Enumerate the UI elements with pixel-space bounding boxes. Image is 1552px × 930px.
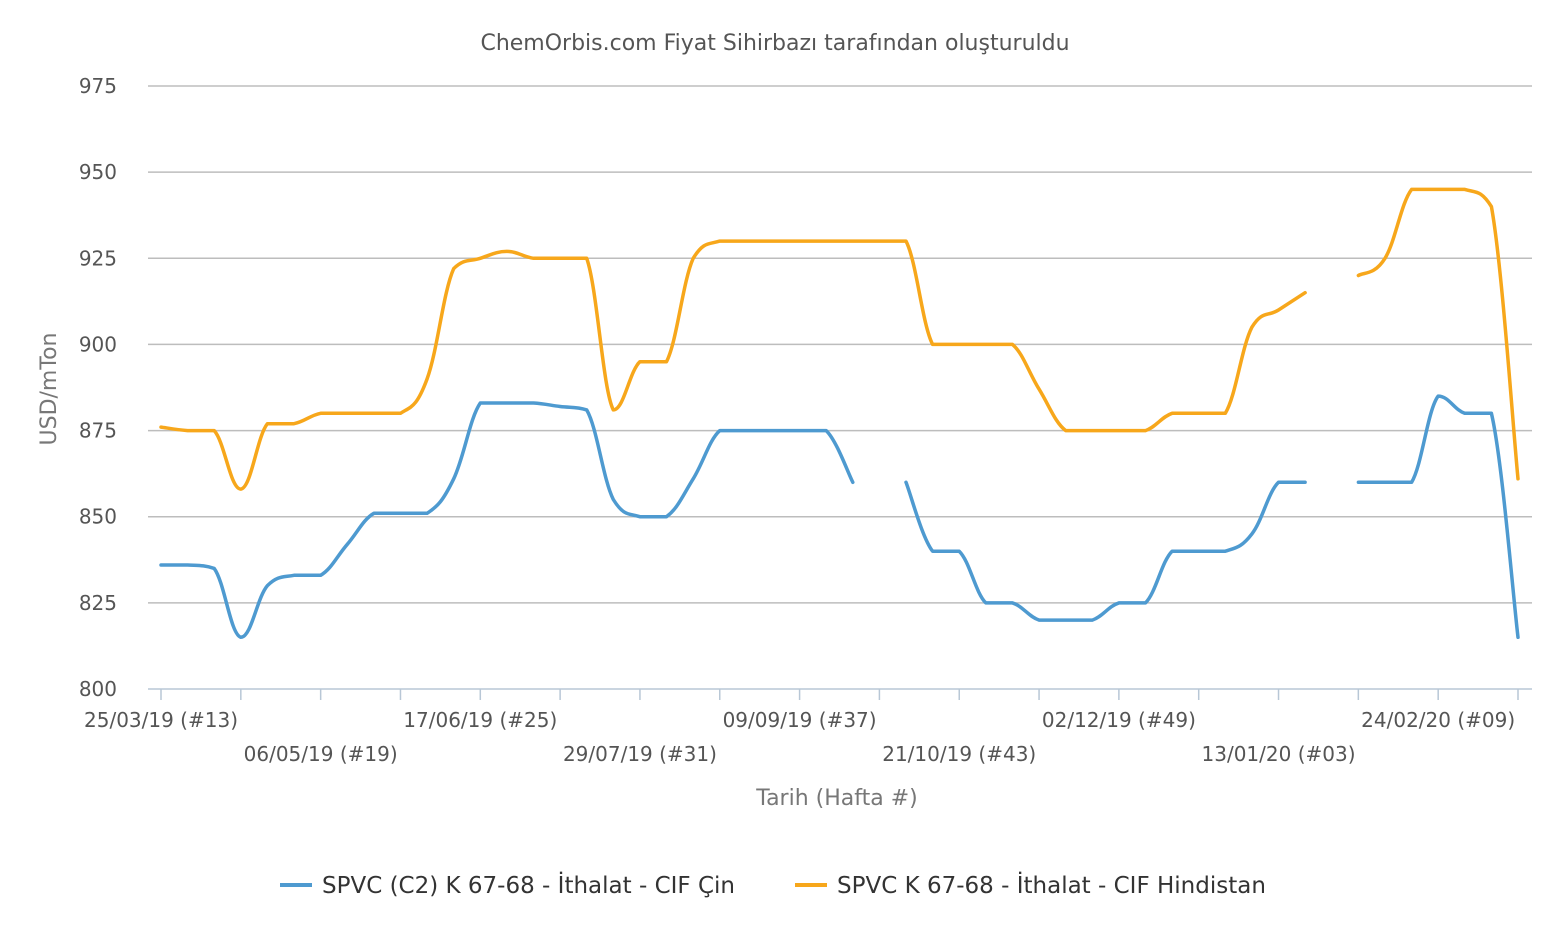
y-tick-label: 875 xyxy=(79,419,117,443)
y-tick-label: 975 xyxy=(79,74,117,98)
y-tick-label: 800 xyxy=(79,677,117,701)
y-tick-label: 950 xyxy=(79,160,117,184)
x-tick-label: 13/01/20 (#03) xyxy=(1202,742,1356,766)
y-tick-label: 925 xyxy=(79,246,117,270)
x-tick-label: 25/03/19 (#13) xyxy=(84,708,238,732)
x-tick-label: 29/07/19 (#31) xyxy=(563,742,717,766)
y-axis-label: USD/mTon xyxy=(37,333,62,446)
x-tick-label: 09/09/19 (#37) xyxy=(723,708,877,732)
x-tick-label: 17/06/19 (#25) xyxy=(403,708,557,732)
series-line-0-segment-2 xyxy=(1356,394,1520,640)
legend-label-china: SPVC (C2) K 67-68 - İthalat - CIF Çin xyxy=(322,871,735,899)
x-tick-label: 06/05/19 (#19) xyxy=(244,742,398,766)
series-line-1-segment-0 xyxy=(159,239,1307,491)
chart-title: ChemOrbis.com Fiyat Sihirbazı tarafından… xyxy=(480,31,1069,56)
x-axis-ticks: 25/03/19 (#13)06/05/19 (#19)17/06/19 (#2… xyxy=(84,689,1519,766)
legend-label-india: SPVC K 67-68 - İthalat - CIF Hindistan xyxy=(837,871,1266,899)
x-tick-label: 24/02/20 (#09) xyxy=(1361,708,1515,732)
y-tick-label: 850 xyxy=(79,505,117,529)
series-lines xyxy=(159,187,1520,640)
series-line-0-segment-1 xyxy=(904,480,1307,622)
y-tick-label: 900 xyxy=(79,332,117,356)
y-axis-ticks: 800 825 850 875 900 925 950 975 xyxy=(79,74,117,701)
y-tick-label: 825 xyxy=(79,591,117,615)
x-tick-label: 02/12/19 (#49) xyxy=(1042,708,1196,732)
x-axis-label: Tarih (Hafta #) xyxy=(755,786,917,811)
gridlines xyxy=(148,85,1532,604)
x-tick-label: 21/10/19 (#43) xyxy=(882,742,1036,766)
series-line-1-segment-1 xyxy=(1356,187,1520,481)
legend: SPVC (C2) K 67-68 - İthalat - CIF Çin SP… xyxy=(280,871,1266,899)
series-line-0-segment-0 xyxy=(159,401,855,640)
